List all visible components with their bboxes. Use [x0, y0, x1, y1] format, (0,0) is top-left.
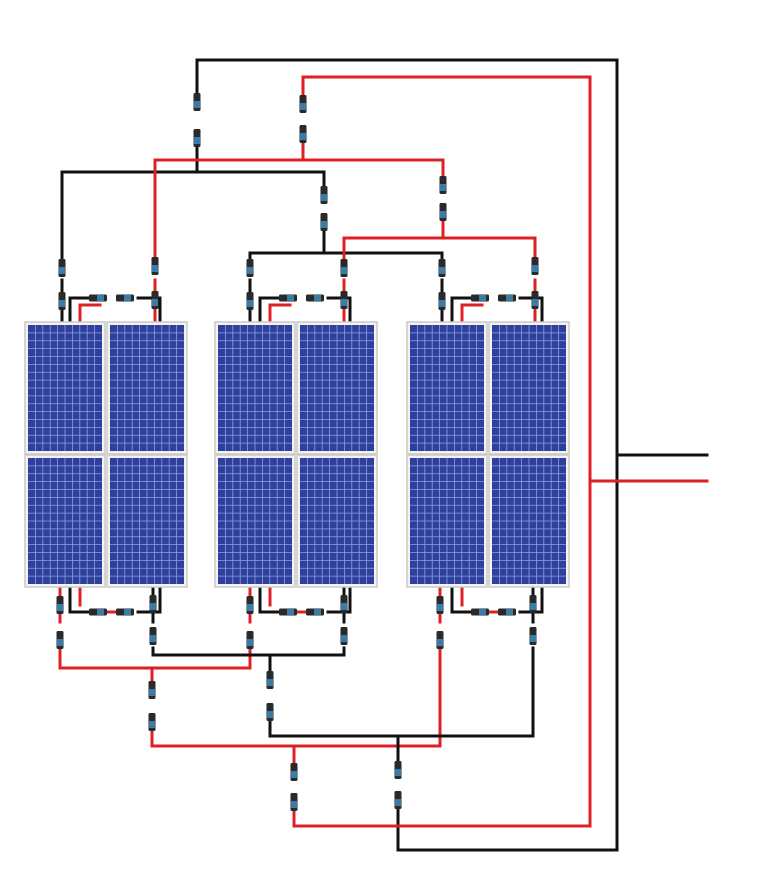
solar-panel-icon [296, 454, 378, 588]
mc4-connector-icon [151, 257, 159, 275]
mc4-connector-icon [498, 294, 516, 302]
solar-panel-icon [106, 454, 188, 588]
mc4-connector-icon [89, 608, 107, 616]
mc4-connector-icon [436, 596, 444, 614]
solar-panel-icon [106, 321, 188, 455]
mc4-connector-icon [58, 259, 66, 277]
mc4-connector-icon [246, 259, 254, 277]
mc4-connector-icon [340, 595, 348, 613]
solar-array-2 [214, 321, 378, 588]
jumper-wire [518, 296, 544, 324]
mc4-connector-icon [439, 176, 447, 194]
mc4-connector-icon [56, 596, 64, 614]
mc4-connector-icon [290, 793, 298, 811]
mc4-connector-icon [436, 631, 444, 649]
mc4-connector-icon [266, 671, 274, 689]
mc4-connector-icon [531, 291, 539, 309]
jumper-wire [450, 296, 476, 324]
jumper-wire [68, 586, 94, 614]
mc4-connector-icon [290, 763, 298, 781]
mc4-connector-icon [438, 292, 446, 310]
solar-panel-icon [406, 321, 488, 455]
mc4-connector-icon [148, 713, 156, 731]
mc4-connector-icon [531, 257, 539, 275]
positive-main-wire [292, 75, 592, 828]
jumper-wire [136, 586, 162, 614]
positive-combiner-wire [150, 646, 442, 748]
mc4-connector-icon [299, 125, 307, 143]
mc4-connector-icon [193, 93, 201, 111]
solar-array-3 [406, 321, 570, 588]
mc4-connector-icon [149, 595, 157, 613]
solar-panel-icon [488, 454, 570, 588]
jumper-wire [258, 586, 284, 614]
solar-panel-icon [296, 321, 378, 455]
jumper-wire [460, 303, 484, 324]
mc4-connector-icon [266, 703, 274, 721]
mc4-connector-icon [148, 681, 156, 699]
mc4-connector-icon [320, 213, 328, 231]
positive-combiner-wire [58, 646, 252, 670]
mc4-connector-icon [529, 627, 537, 645]
mc4-connector-icon [306, 608, 324, 616]
mc4-connector-icon [246, 292, 254, 310]
mc4-connector-icon [438, 259, 446, 277]
negative-combiner-wire [268, 646, 535, 738]
mc4-connector-icon [58, 292, 66, 310]
jumper-wire [268, 303, 292, 324]
jumper-wire [258, 296, 284, 324]
positive-combiner-wire [153, 158, 445, 264]
mc4-connector-icon [279, 294, 297, 302]
solar-panel-icon [488, 321, 570, 455]
mc4-connector-icon [246, 596, 254, 614]
solar-array-1 [24, 321, 188, 588]
mc4-connector-icon [320, 186, 328, 204]
mc4-connector-icon [116, 608, 134, 616]
jumper-wire [136, 296, 162, 324]
mc4-connector-icon [471, 608, 489, 616]
jumper-wire [326, 296, 352, 324]
mc4-connector-icon [340, 627, 348, 645]
mc4-connector-icon [151, 291, 159, 309]
jumper-wire [450, 586, 476, 614]
mc4-connector-icon [89, 294, 107, 302]
solar-panel-icon [24, 321, 106, 455]
mc4-connector-icon [439, 203, 447, 221]
mc4-connector-icon [340, 259, 348, 277]
mc4-connector-icon [299, 95, 307, 113]
mc4-connector-icon [149, 627, 157, 645]
solar-panel-icon [214, 321, 296, 455]
mc4-connector-icon [394, 791, 402, 809]
mc4-connector-icon [56, 631, 64, 649]
jumper-wire [68, 296, 94, 324]
negative-combiner-wire [248, 251, 444, 264]
mc4-connector-icon [246, 631, 254, 649]
panel-layer [24, 321, 570, 588]
mc4-connector-icon [306, 294, 324, 302]
connector-layer [56, 93, 539, 811]
mc4-connector-icon [471, 294, 489, 302]
positive-combiner-wire [342, 236, 537, 264]
negative-combiner-wire [60, 170, 326, 264]
solar-panel-icon [24, 454, 106, 588]
negative-combiner-wire [151, 646, 346, 657]
jumper-wire [78, 303, 102, 324]
mc4-connector-icon [529, 595, 537, 613]
mc4-connector-icon [498, 608, 516, 616]
solar-panel-icon [406, 454, 488, 588]
mc4-connector-icon [340, 291, 348, 309]
mc4-connector-icon [279, 608, 297, 616]
jumper-wire [326, 586, 352, 614]
mc4-connector-icon [193, 129, 201, 147]
mc4-connector-icon [116, 294, 134, 302]
mc4-connector-icon [394, 761, 402, 779]
solar-panel-icon [214, 454, 296, 588]
jumper-wire [518, 586, 544, 614]
